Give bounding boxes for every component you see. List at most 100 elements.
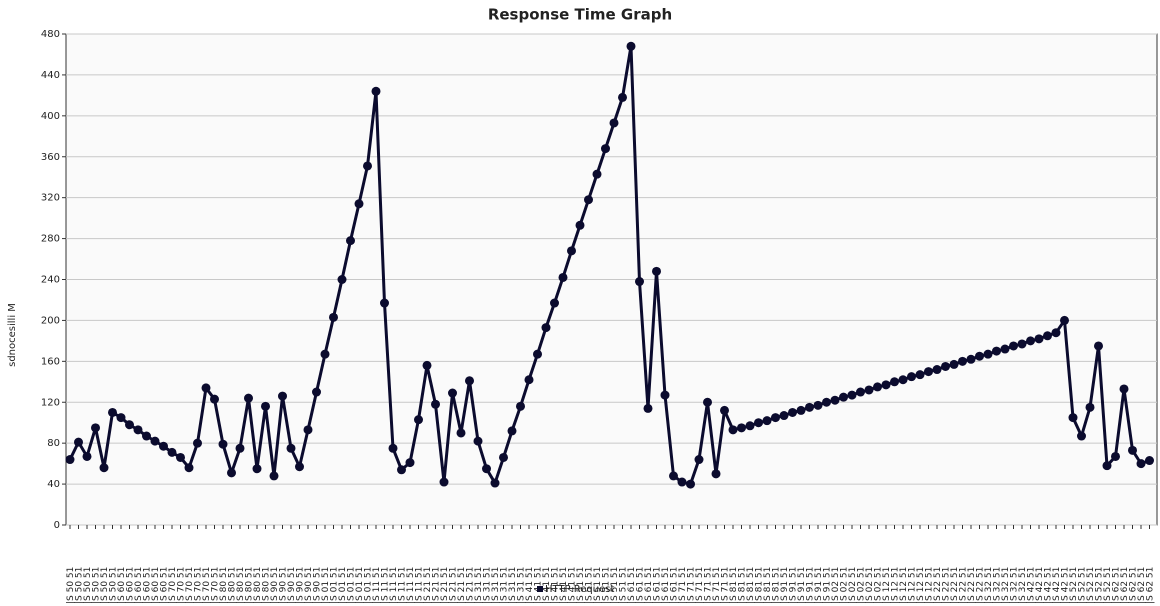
x-tick-label: |S 32 51 bbox=[1010, 567, 1020, 604]
y-tick-label: 120 bbox=[41, 397, 60, 408]
data-point bbox=[193, 438, 202, 448]
x-tick-label: |S 22 51 bbox=[933, 567, 943, 604]
chart-title: Response Time Graph bbox=[488, 6, 672, 24]
x-tick-label: |S 71 51 bbox=[721, 567, 731, 604]
x-tick-label: |S 21 51 bbox=[457, 567, 467, 604]
x-tick-label: |S 60 51 bbox=[134, 567, 144, 604]
x-tick-label: |S 31 51 bbox=[500, 567, 510, 604]
data-point bbox=[660, 390, 670, 400]
x-tick-label: |S 50 51 bbox=[100, 567, 110, 604]
data-point bbox=[465, 376, 474, 386]
data-point bbox=[261, 401, 270, 411]
data-point bbox=[847, 390, 857, 400]
y-tick-label: 80 bbox=[47, 438, 60, 449]
data-point bbox=[584, 195, 593, 205]
x-tick-label: |S 62 51 bbox=[1137, 567, 1147, 604]
data-point bbox=[218, 439, 228, 449]
x-tick-label: |S 62 51 bbox=[1120, 567, 1130, 604]
x-tick-label: |S 01 51 bbox=[347, 567, 357, 604]
x-tick-label: |S 51 51 bbox=[593, 567, 603, 604]
x-tick-label: |S 51 51 bbox=[610, 567, 620, 604]
data-point bbox=[1145, 456, 1154, 466]
x-tick-label: |S 22 51 bbox=[942, 567, 952, 604]
data-point bbox=[431, 399, 440, 409]
x-tick-label: |S 70 51 bbox=[194, 567, 204, 604]
data-point bbox=[142, 431, 151, 441]
x-tick-label: |S 02 51 bbox=[865, 567, 875, 604]
data-point bbox=[346, 236, 355, 246]
x-tick-label: |S 02 51 bbox=[831, 567, 841, 604]
x-tick-label: |S 50 51 bbox=[66, 567, 76, 604]
x-tick-label: |S 60 51 bbox=[126, 567, 136, 604]
data-point bbox=[830, 395, 840, 405]
data-point bbox=[635, 277, 644, 287]
data-point bbox=[116, 413, 126, 423]
x-tick-label: |S 42 51 bbox=[1044, 567, 1054, 604]
x-tick-label: |S 62 51 bbox=[1112, 567, 1122, 604]
x-tick-label: |S 41 51 bbox=[559, 567, 569, 604]
data-point bbox=[728, 425, 738, 435]
data-point bbox=[159, 441, 168, 451]
x-tick-label: |S 52 51 bbox=[1069, 567, 1079, 604]
data-point bbox=[567, 246, 576, 256]
data-point bbox=[873, 382, 882, 392]
data-point bbox=[499, 452, 508, 462]
data-point bbox=[1034, 334, 1044, 344]
x-tick-label: |S 01 51 bbox=[338, 567, 348, 604]
data-point bbox=[992, 346, 1001, 356]
x-tick-label: |S 50 51 bbox=[109, 567, 119, 604]
data-point bbox=[541, 323, 551, 333]
data-point bbox=[439, 477, 449, 487]
x-tick-label: |S 70 51 bbox=[168, 567, 178, 604]
x-tick-label: |S 61 51 bbox=[661, 567, 671, 604]
data-point bbox=[516, 401, 525, 411]
data-point bbox=[737, 423, 746, 433]
data-point bbox=[210, 394, 219, 404]
x-tick-label: |S 21 51 bbox=[449, 567, 459, 604]
data-point bbox=[932, 365, 942, 375]
y-tick-label: 400 bbox=[41, 111, 60, 122]
data-point bbox=[558, 272, 568, 282]
x-tick-label: |S 12 51 bbox=[899, 567, 909, 604]
x-tick-label: |S 02 51 bbox=[874, 567, 884, 604]
data-point bbox=[108, 407, 117, 417]
data-point bbox=[805, 402, 814, 412]
data-point bbox=[337, 275, 347, 284]
x-tick-label: |S 12 51 bbox=[891, 567, 901, 604]
x-tick-label: |S 51 51 bbox=[602, 567, 612, 604]
data-point bbox=[754, 418, 763, 428]
x-tick-label: |S 70 51 bbox=[211, 567, 221, 604]
data-point bbox=[643, 403, 653, 413]
data-point bbox=[720, 405, 729, 415]
data-point bbox=[1102, 461, 1112, 471]
x-tick-label: |S 12 51 bbox=[916, 567, 926, 604]
x-tick-label: |S 91 51 bbox=[780, 567, 790, 604]
data-point bbox=[864, 385, 874, 395]
x-tick-label: |S 70 51 bbox=[177, 567, 187, 604]
data-point bbox=[414, 415, 423, 425]
x-tick-label: |S 22 51 bbox=[967, 567, 977, 604]
data-point bbox=[371, 86, 381, 96]
data-point bbox=[1119, 384, 1129, 394]
x-tick-label: |S 11 51 bbox=[406, 567, 416, 604]
data-point bbox=[1094, 341, 1103, 351]
data-point bbox=[329, 312, 338, 322]
x-tick-label: |S 70 51 bbox=[185, 567, 195, 604]
data-point bbox=[227, 468, 236, 478]
x-tick-label: |S 41 51 bbox=[568, 567, 578, 604]
x-tick-label: |S 42 51 bbox=[1027, 567, 1037, 604]
x-tick-label: |S 41 51 bbox=[551, 567, 561, 604]
legend-label: HTTP Request bbox=[545, 584, 614, 595]
data-point bbox=[380, 298, 389, 308]
data-point bbox=[150, 436, 160, 446]
data-point bbox=[278, 391, 287, 401]
y-tick-label: 200 bbox=[41, 315, 60, 326]
data-point bbox=[788, 407, 797, 417]
x-tick-label: |S 02 51 bbox=[840, 567, 850, 604]
data-point bbox=[65, 455, 75, 465]
x-tick-label: |S 01 51 bbox=[321, 567, 331, 604]
x-tick-label: |S 80 51 bbox=[219, 567, 229, 604]
x-tick-label: |S 21 51 bbox=[423, 567, 433, 604]
x-tick-label: |S 32 51 bbox=[1001, 567, 1011, 604]
x-tick-label: |S 01 51 bbox=[355, 567, 365, 604]
